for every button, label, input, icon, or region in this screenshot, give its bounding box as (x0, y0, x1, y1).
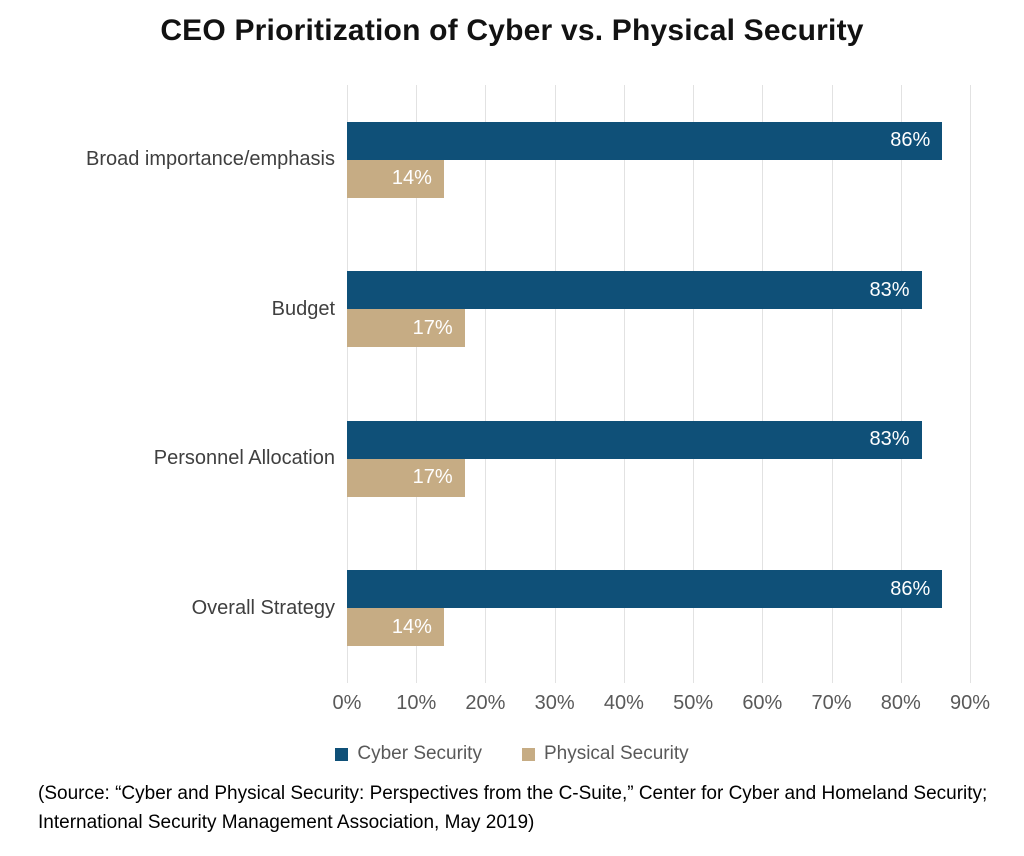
bar-value-label: 14% (391, 615, 432, 638)
x-axis-tick-label: 80% (880, 692, 921, 714)
gridline (762, 85, 764, 683)
gridline (554, 85, 556, 683)
bar-physical-security: 14% (347, 159, 444, 198)
legend-swatch-icon (335, 747, 349, 761)
gridline (347, 85, 348, 683)
category-label: Budget (271, 297, 335, 320)
bar-physical-security: 14% (347, 608, 444, 647)
chart-title: CEO Prioritization of Cyber vs. Physical… (160, 14, 864, 47)
gridline (416, 85, 418, 683)
bar-cyber-security: 83% (347, 420, 922, 459)
category-label: Overall Strategy (191, 596, 335, 619)
source-citation: (Source: “Cyber and Physical Security: P… (38, 783, 988, 834)
legend-item-cyber-security: Cyber Security (335, 743, 482, 765)
legend-label: Physical Security (543, 743, 689, 764)
x-axis-tick-label: 30% (534, 692, 575, 714)
bar-physical-security: 17% (347, 458, 465, 497)
bar-value-label: 83% (869, 428, 910, 451)
x-axis-tick-label: 40% (603, 692, 644, 714)
x-axis-tick-label: 20% (465, 692, 506, 714)
gridline (485, 85, 487, 683)
category-label: Personnel Allocation (153, 447, 335, 470)
category-label: Broad importance/emphasis (85, 148, 335, 171)
bar-cyber-security: 86% (347, 121, 943, 160)
bar-cyber-security: 86% (347, 570, 943, 609)
gridline (623, 85, 625, 683)
bar-physical-security: 17% (347, 309, 465, 348)
bar-value-label: 14% (391, 167, 432, 190)
x-axis-tick-label: 60% (742, 692, 783, 714)
bar-value-label: 86% (890, 577, 931, 600)
x-axis-tick-label: 90% (949, 692, 991, 714)
bar-cyber-security: 83% (347, 271, 922, 310)
x-axis-tick-label: 0% (332, 692, 362, 714)
bar-value-label: 17% (412, 316, 453, 339)
gridline (970, 85, 971, 683)
gridline (900, 85, 902, 683)
x-axis-tick-label: 70% (811, 692, 852, 714)
legend-item-physical-security: Physical Security (521, 743, 689, 765)
gridline (693, 85, 695, 683)
legend-label: Cyber Security (357, 743, 482, 764)
x-axis-tick-label: 10% (396, 692, 437, 714)
bar-value-label: 86% (890, 129, 931, 152)
legend-swatch-icon (521, 747, 535, 761)
bar-value-label: 83% (869, 278, 910, 301)
bar-value-label: 17% (412, 466, 453, 489)
gridline (831, 85, 833, 683)
x-axis-tick-label: 50% (673, 692, 714, 714)
legend: Cyber Security Physical Security (0, 743, 1024, 765)
